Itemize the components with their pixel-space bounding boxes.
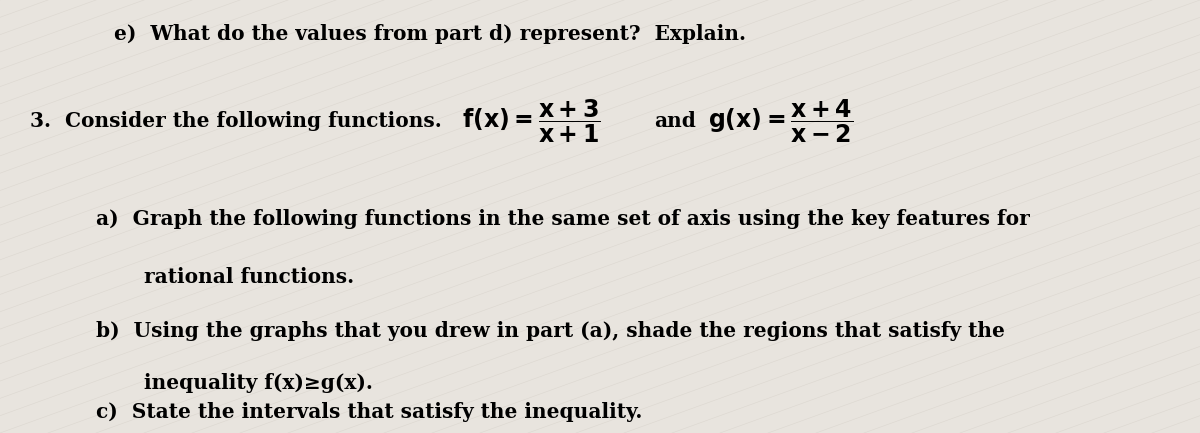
Text: 3.  Consider the following functions.: 3. Consider the following functions.: [30, 111, 442, 131]
Text: a)  Graph the following functions in the same set of axis using the key features: a) Graph the following functions in the …: [96, 209, 1030, 229]
Text: e)  What do the values from part d) represent?  Explain.: e) What do the values from part d) repre…: [114, 24, 746, 44]
Text: $\mathbf{g(x) = \dfrac{x+4}{x-2}}$: $\mathbf{g(x) = \dfrac{x+4}{x-2}}$: [708, 97, 853, 145]
Text: $\mathbf{f(x) = \dfrac{x+3}{x+1}}$: $\mathbf{f(x) = \dfrac{x+3}{x+1}}$: [462, 97, 601, 145]
Text: c)  State the intervals that satisfy the inequality.: c) State the intervals that satisfy the …: [96, 402, 642, 422]
Text: and: and: [654, 111, 696, 131]
Text: rational functions.: rational functions.: [144, 267, 354, 287]
Text: b)  Using the graphs that you drew in part (a), shade the regions that satisfy t: b) Using the graphs that you drew in par…: [96, 321, 1004, 341]
Text: inequality f(x)≥g(x).: inequality f(x)≥g(x).: [144, 373, 373, 393]
